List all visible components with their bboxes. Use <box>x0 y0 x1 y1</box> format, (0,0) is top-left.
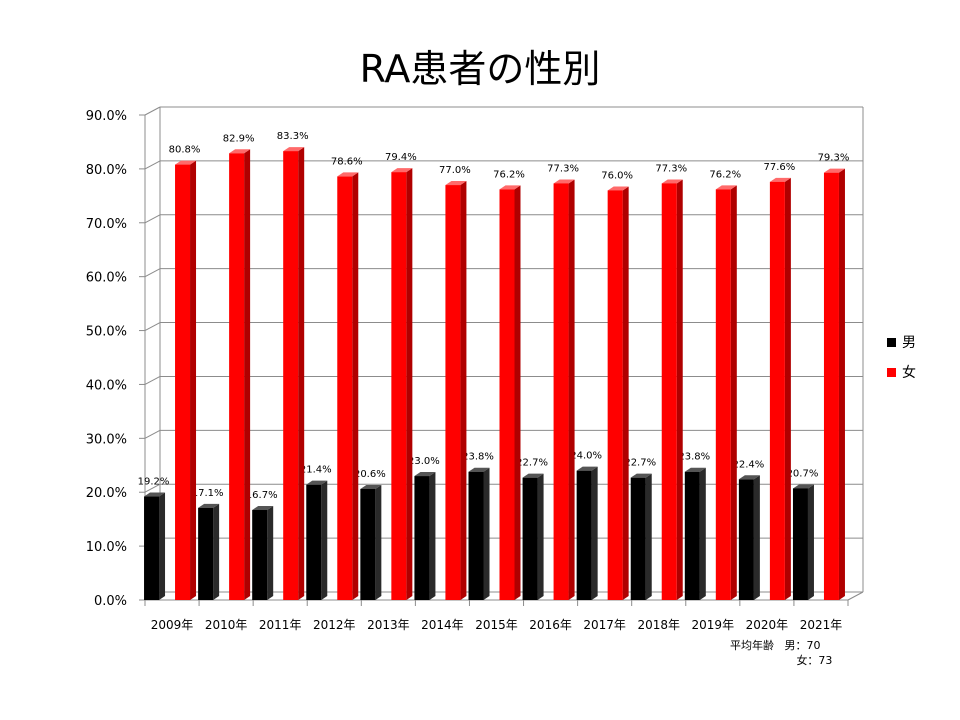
x-tick-label: 2011年 <box>259 618 302 632</box>
y-tick-label: 60.0% <box>86 271 127 286</box>
y-tick-label: 10.0% <box>86 540 127 555</box>
average-age-row-female: 女：73 <box>730 653 832 668</box>
data-label: 17.1% <box>192 488 224 499</box>
average-age-female: 女：73 <box>796 654 833 667</box>
data-label: 77.3% <box>655 163 687 174</box>
data-label: 19.2% <box>138 477 170 488</box>
data-label: 20.7% <box>787 468 819 479</box>
legend-item-male: 男 <box>887 332 916 352</box>
data-label: 79.3% <box>818 153 850 164</box>
data-label: 77.0% <box>439 165 471 176</box>
gridline-side-90 <box>144 106 161 116</box>
data-label: 23.0% <box>408 456 440 467</box>
data-label: 22.4% <box>732 459 764 470</box>
legend-item-female: 女 <box>887 362 916 382</box>
data-label: 22.7% <box>516 458 548 469</box>
y-tick-label: 70.0% <box>86 217 127 232</box>
bar-female <box>661 179 683 600</box>
bar-female <box>229 149 251 600</box>
data-label: 77.3% <box>547 163 579 174</box>
floor-right <box>847 591 864 601</box>
gridline-side-40 <box>144 376 161 385</box>
gridline-side-20 <box>144 483 161 493</box>
y-tick-label: 80.0% <box>86 163 127 178</box>
bar-male <box>198 503 220 600</box>
bar-female <box>553 179 575 600</box>
average-age-row: 平均年齢 男：70 <box>730 638 832 653</box>
data-label: 22.7% <box>624 458 656 469</box>
y-tick-label: 0.0% <box>94 594 127 609</box>
bar-female <box>391 168 413 600</box>
bar-female <box>607 186 629 600</box>
data-label: 23.8% <box>678 452 710 463</box>
bar-male <box>360 484 382 600</box>
x-tick-label: 2014年 <box>421 618 464 632</box>
bar-female <box>175 160 197 601</box>
x-tick-label: 2019年 <box>692 618 735 632</box>
bar-female <box>283 147 305 600</box>
bar-male <box>144 492 166 600</box>
bar-male <box>630 473 652 600</box>
data-label: 80.8% <box>169 145 201 156</box>
y-tick-label: 30.0% <box>86 432 127 447</box>
x-tick-label: 2015年 <box>475 618 518 632</box>
data-label: 76.2% <box>709 169 741 180</box>
y-tick-label: 40.0% <box>86 378 127 393</box>
chart-title: RA患者の性別 <box>359 47 601 91</box>
bar-male <box>252 506 274 600</box>
bar-male <box>306 480 328 600</box>
x-tick-label: 2016年 <box>529 618 572 632</box>
bar-male <box>684 467 706 600</box>
legend-label-female: 女 <box>902 365 916 381</box>
bar-female <box>823 168 845 600</box>
y-tick-label: 20.0% <box>86 486 127 501</box>
data-label: 82.9% <box>223 133 255 144</box>
gridline-side-70 <box>144 214 161 224</box>
gridline-side-80 <box>144 160 161 170</box>
data-label: 76.2% <box>493 169 525 180</box>
data-label: 20.6% <box>354 469 386 480</box>
bar-female <box>715 185 737 600</box>
x-tick-label: 2013年 <box>367 618 410 632</box>
data-label: 79.4% <box>385 152 417 163</box>
data-label: 21.4% <box>300 465 332 476</box>
y-tick-label: 90.0% <box>86 109 127 124</box>
legend-swatch-male <box>887 337 896 347</box>
data-label: 16.7% <box>246 490 278 501</box>
x-tick-label: 2020年 <box>746 618 789 632</box>
gridline-side-60 <box>144 268 161 278</box>
x-tick-label: 2018年 <box>637 618 680 632</box>
bar-male <box>576 466 598 600</box>
gridline-side-50 <box>144 322 161 331</box>
bar-female <box>769 177 791 601</box>
data-label: 24.0% <box>570 451 602 462</box>
average-age-male: 男：70 <box>784 639 821 652</box>
x-tick-label: 2012年 <box>313 618 356 632</box>
bar-male <box>792 484 814 600</box>
x-tick-label: 2010年 <box>205 618 248 632</box>
legend-label-male: 男 <box>902 335 916 351</box>
x-tick-label: 2009年 <box>151 618 194 632</box>
x-tick-label: 2017年 <box>583 618 626 632</box>
bar-male <box>738 475 760 600</box>
bar-female <box>337 172 359 600</box>
bar-male <box>522 473 544 600</box>
bar-female <box>499 185 521 600</box>
average-age-note: 平均年齢 男：70 女：73 <box>730 638 832 668</box>
data-label: 76.0% <box>601 170 633 181</box>
data-label: 83.3% <box>277 131 309 142</box>
legend-swatch-female <box>887 367 896 377</box>
bar-female <box>445 181 467 601</box>
average-age-label: 平均年齢 <box>730 639 774 652</box>
data-label: 78.6% <box>331 156 363 167</box>
y-tick-label: 50.0% <box>86 325 127 340</box>
x-tick-label: 2021年 <box>800 618 843 632</box>
gridline-side-30 <box>144 429 161 439</box>
bar-male <box>414 472 436 600</box>
bar-male <box>468 467 490 600</box>
data-label: 23.8% <box>462 452 494 463</box>
data-label: 77.6% <box>763 162 795 173</box>
